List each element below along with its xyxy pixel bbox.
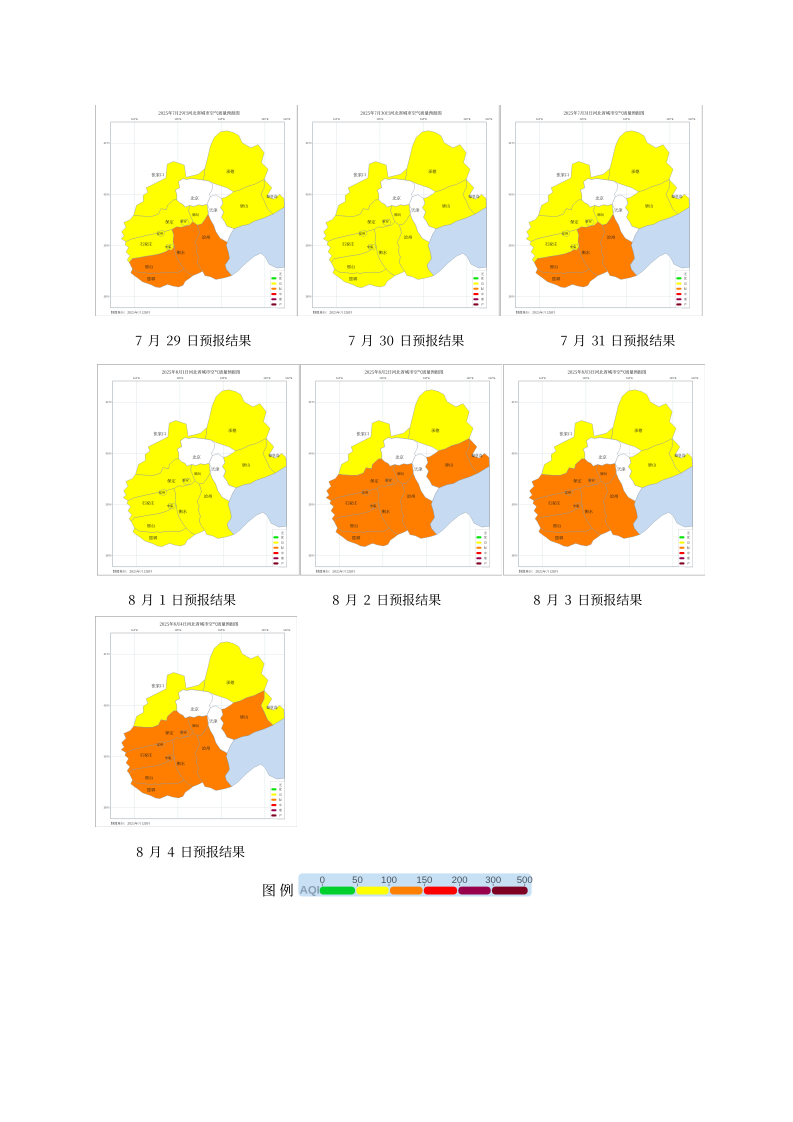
svg-text:500: 500 xyxy=(517,875,533,886)
svg-text:AQI: AQI xyxy=(300,885,320,897)
svg-text:0: 0 xyxy=(320,875,325,886)
svg-text:300: 300 xyxy=(485,875,501,886)
svg-text:200: 200 xyxy=(452,875,468,886)
svg-text:150: 150 xyxy=(416,875,432,886)
svg-text:50: 50 xyxy=(352,875,363,886)
svg-text:100: 100 xyxy=(381,875,397,886)
